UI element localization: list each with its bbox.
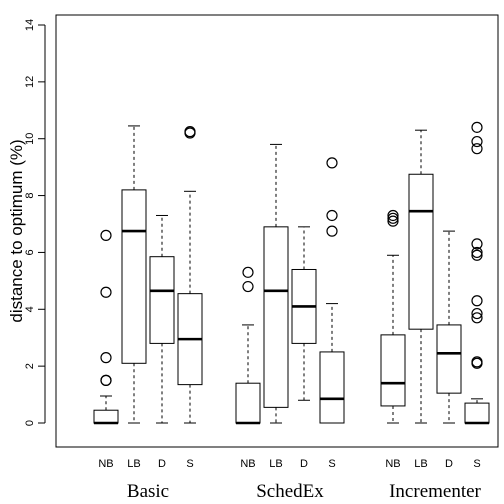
outlier-point [387, 215, 399, 227]
box-incrementer-lb [408, 129, 434, 424]
outlier-point [326, 209, 338, 222]
x-axis-group-labels: Basic SchedEx Incrementer [127, 481, 482, 502]
box-schedex-d [291, 226, 317, 401]
x-box-label: NB [98, 458, 113, 470]
outlier-point [471, 246, 483, 259]
y-tick-label: 0 [24, 420, 36, 426]
x-box-label: LB [269, 458, 282, 470]
iqr-box [408, 173, 434, 330]
x-box-label: NB [240, 458, 255, 470]
iqr-box [319, 351, 345, 424]
outlier-point [100, 352, 112, 364]
outlier-point [471, 238, 483, 250]
x-axis-box-labels: NB LB D S NB LB D S NB LB D S [98, 458, 480, 470]
y-axis-ticks: 0 2 4 6 8 10 12 14 [24, 19, 45, 426]
x-box-label: D [445, 458, 453, 470]
x-box-label: S [328, 458, 335, 470]
x-box-label: NB [385, 458, 400, 470]
outlier-point [326, 225, 338, 237]
y-tick-label: 4 [24, 306, 36, 312]
x-group-label: Basic [127, 481, 169, 502]
iqr-box [464, 402, 490, 424]
outlier-point [471, 295, 483, 307]
x-box-label: D [300, 458, 308, 470]
x-box-label: LB [127, 458, 140, 470]
x-box-label: S [473, 458, 480, 470]
y-tick-label: 2 [24, 363, 36, 369]
outlier-point [471, 307, 483, 320]
outlier-point [100, 374, 112, 386]
x-box-label: D [158, 458, 166, 470]
box-schedex-lb [263, 143, 289, 424]
x-box-label: S [186, 458, 193, 470]
box-basic-d [149, 214, 175, 424]
outlier-point [242, 280, 254, 293]
y-tick-label: 8 [24, 193, 36, 199]
iqr-box [436, 324, 462, 394]
outlier-point [387, 212, 399, 224]
iqr-box [263, 226, 289, 408]
box-incrementer-s [464, 121, 490, 425]
iqr-box [93, 409, 119, 424]
x-group-label: Incrementer [389, 481, 481, 502]
outlier-point [471, 312, 483, 324]
outlier-point [471, 121, 483, 133]
box-basic-s [177, 126, 203, 424]
x-group-label: SchedEx [256, 481, 324, 502]
y-tick-label: 10 [24, 133, 36, 145]
box-basic-nb [93, 229, 119, 425]
box-incrementer-d [436, 230, 462, 424]
x-box-label: LB [414, 458, 427, 470]
box-incrementer-nb [380, 209, 406, 424]
plot-frame [55, 14, 499, 448]
box-basic-lb [121, 125, 147, 424]
outlier-point [184, 126, 196, 138]
outlier-point [471, 135, 483, 148]
outlier-point [387, 209, 399, 222]
iqr-box [235, 382, 261, 424]
y-tick-label: 14 [24, 19, 36, 31]
iqr-box [121, 189, 147, 364]
boxes-layer [93, 121, 490, 425]
outlier-point [326, 157, 338, 169]
y-axis-label: distance to optimum (%) [7, 139, 26, 322]
outlier-point [471, 356, 483, 368]
outlier-point [242, 266, 254, 278]
y-tick-label: 6 [24, 249, 36, 255]
outlier-point [471, 249, 483, 261]
box-schedex-nb [235, 266, 261, 425]
box-schedex-s [319, 157, 345, 424]
outlier-point [100, 229, 112, 241]
iqr-box [380, 334, 406, 407]
y-tick-label: 12 [24, 76, 36, 88]
iqr-box [149, 256, 175, 344]
outlier-point [100, 286, 112, 298]
outlier-point [471, 143, 483, 155]
